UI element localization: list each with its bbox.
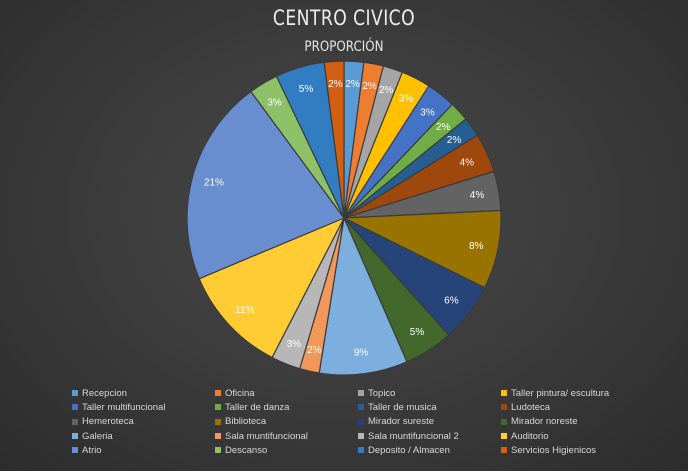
- legend-label: Topico: [368, 387, 396, 399]
- legend-swatch: [501, 433, 507, 440]
- legend-label: Mirador noreste: [511, 416, 578, 428]
- legend-item-8: Hemeroteca: [72, 415, 215, 429]
- pie-slice-12: [318, 215, 408, 376]
- legend-item-4: Taller multifuncional: [72, 400, 215, 414]
- legend-swatch: [215, 418, 221, 425]
- data-label-3: 3%: [399, 94, 414, 105]
- legend-swatch: [215, 404, 221, 411]
- legend-swatch: [501, 390, 507, 397]
- data-label-7: 4%: [460, 157, 475, 168]
- legend-item-16: Atrio: [72, 443, 215, 457]
- legend-item-11: Mirador noreste: [501, 415, 672, 429]
- data-label-18: 5%: [299, 84, 314, 95]
- legend-item-7: Ludoteca: [501, 400, 672, 414]
- legend-item-6: Taller de musica: [358, 400, 501, 414]
- legend-swatch: [501, 418, 507, 425]
- data-label-12: 9%: [354, 347, 369, 358]
- data-label-19: 2%: [328, 79, 343, 90]
- pie-slice-15: [198, 216, 346, 359]
- legend-swatch: [358, 418, 364, 425]
- legend-item-17: Descanso: [215, 443, 358, 457]
- data-label-8: 4%: [470, 190, 485, 201]
- legend-label: Taller de danza: [225, 401, 290, 413]
- legend-item-1: Oficina: [215, 386, 358, 400]
- data-label-15: 11%: [235, 305, 254, 316]
- chart-legend: Recepcion Oficina Topico Taller pintura/ es…: [72, 386, 672, 457]
- legend-swatch: [501, 447, 507, 454]
- chart-title: CENTRO CIVICO: [272, 6, 416, 30]
- chart-subtitle: PROPORCIÓN: [304, 39, 384, 55]
- legend-item-10: Mirador sureste: [358, 415, 501, 429]
- legend-swatch: [215, 390, 221, 397]
- legend-label: Deposito / Almacen: [368, 444, 450, 456]
- data-label-14: 3%: [287, 339, 302, 350]
- legend-swatch: [72, 447, 78, 454]
- legend-label: Taller pintura/ escultura: [511, 387, 610, 399]
- legend-label: Atrio: [82, 444, 102, 456]
- legend-label: Sala muntifuncional: [225, 430, 308, 442]
- legend-label: Descanso: [225, 444, 268, 456]
- legend-swatch: [72, 418, 78, 425]
- legend-label: Taller de musica: [368, 401, 437, 413]
- legend-swatch: [501, 404, 507, 411]
- data-label-4: 3%: [420, 107, 435, 118]
- legend-label: Hemeroteca: [82, 416, 134, 428]
- pie-slice-16: [186, 90, 345, 280]
- data-label-17: 3%: [267, 98, 282, 109]
- legend-swatch: [72, 390, 78, 397]
- legend-item-9: Biblioteca: [215, 415, 358, 429]
- legend-label: Sala muntifuncional 2: [368, 430, 459, 442]
- pie-slice-19: [323, 60, 345, 219]
- legend-swatch: [358, 447, 364, 454]
- legend-swatch: [358, 404, 364, 411]
- legend-swatch: [72, 404, 78, 411]
- legend-label: Oficina: [225, 387, 255, 399]
- legend-swatch: [358, 390, 364, 397]
- data-label-11: 5%: [410, 327, 425, 338]
- legend-item-13: Sala muntifuncional: [215, 429, 358, 443]
- data-label-2: 2%: [379, 85, 394, 96]
- legend-label: Biblioteca: [225, 416, 267, 428]
- legend-label: Galeria: [82, 430, 113, 442]
- data-label-5: 2%: [436, 122, 451, 133]
- legend-swatch: [215, 447, 221, 454]
- legend-label: Recepcion: [82, 387, 127, 399]
- legend-item-19: Servicios Higienicos: [501, 443, 672, 457]
- data-label-6: 2%: [447, 135, 462, 146]
- legend-item-2: Topico: [358, 386, 501, 400]
- legend-item-3: Taller pintura/ escultura: [501, 386, 672, 400]
- legend-item-14: Sala muntifuncional 2: [358, 429, 501, 443]
- data-label-9: 8%: [469, 241, 484, 252]
- legend-label: Ludoteca: [511, 401, 551, 413]
- legend-swatch: [358, 433, 364, 440]
- legend-label: Auditorio: [511, 430, 549, 442]
- legend-item-18: Deposito / Almacen: [358, 443, 501, 457]
- legend-label: Taller multifuncional: [82, 401, 166, 413]
- legend-item-5: Taller de danza: [215, 400, 358, 414]
- data-label-0: 2%: [345, 79, 360, 90]
- legend-label: Mirador sureste: [368, 416, 434, 428]
- data-label-16: 21%: [204, 178, 224, 189]
- legend-item-15: Auditorio: [501, 429, 672, 443]
- legend-item-0: Recepcion: [72, 386, 215, 400]
- legend-label: Servicios Higienicos: [511, 444, 597, 456]
- legend-item-12: Galeria: [72, 429, 215, 443]
- data-label-10: 6%: [444, 295, 459, 306]
- data-label-13: 2%: [307, 345, 322, 356]
- legend-swatch: [215, 433, 221, 440]
- data-label-1: 2%: [362, 81, 377, 92]
- legend-swatch: [72, 433, 78, 440]
